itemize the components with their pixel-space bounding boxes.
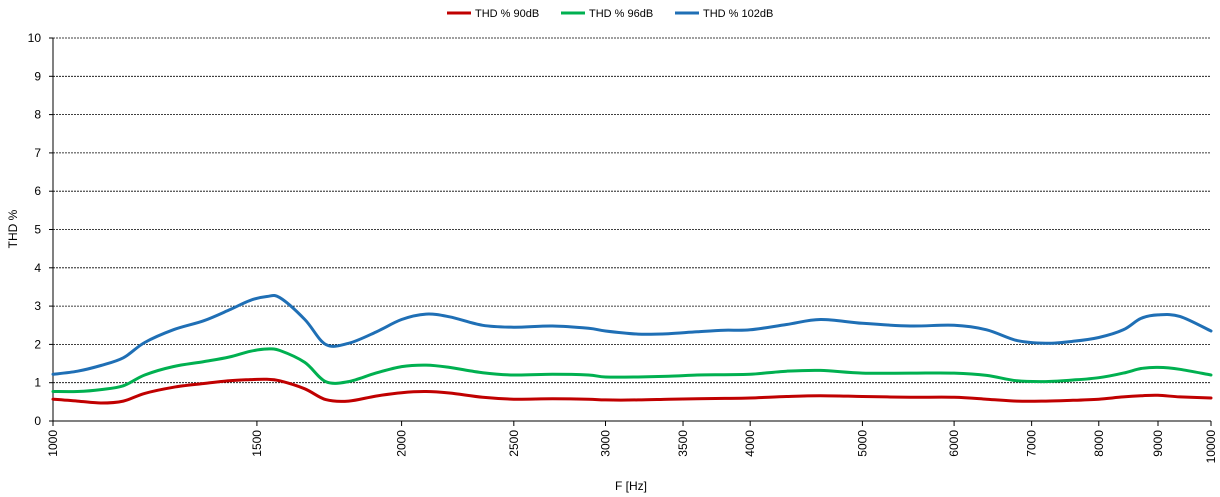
series-lines	[51, 293, 1213, 405]
y-axis-label: THD %	[6, 209, 20, 248]
y-tick-label: 0	[34, 414, 41, 428]
x-tick-label: 2000	[395, 430, 409, 457]
y-tick-label: 6	[34, 184, 41, 198]
x-tick-label: 1500	[250, 430, 264, 457]
x-tick-labels: 1000 1500 2000 2500 3000 3500 4000 5000 6000 7000…	[46, 421, 1218, 463]
x-tick-label: 1000	[46, 430, 60, 457]
x-tick-label: 2500	[507, 430, 521, 457]
series-line-1	[51, 347, 1213, 394]
x-tick-label: 10000	[1204, 430, 1218, 464]
x-tick-label: 4000	[743, 430, 757, 457]
y-tick-label: 8	[34, 108, 41, 122]
series-line-0	[51, 377, 1213, 405]
x-tick-label: 3500	[676, 430, 690, 457]
x-tick-label: 9000	[1151, 430, 1165, 457]
x-tick-label: 6000	[947, 430, 961, 457]
x-axis-label: F [Hz]	[615, 479, 647, 493]
y-tick-label: 2	[34, 337, 41, 351]
y-tick-label: 1	[34, 376, 41, 390]
legend: THD % 90dB THD % 96dB THD % 102dB	[447, 8, 773, 20]
x-tick-label: 5000	[855, 430, 869, 457]
y-tick-label: 10	[28, 31, 42, 45]
legend-label: THD % 96dB	[589, 8, 653, 20]
y-tick-label: 7	[34, 146, 41, 160]
y-tick-labels: 0 1 2 3 4 5 6 7 8 9 10	[28, 31, 53, 428]
y-tick-label: 4	[34, 261, 41, 275]
y-tick-label: 3	[34, 299, 41, 313]
legend-label: THD % 90dB	[475, 8, 539, 20]
gridlines	[53, 37, 1211, 384]
series-line-2	[51, 293, 1213, 376]
x-tick-label: 3000	[599, 430, 613, 457]
x-tick-label: 7000	[1025, 430, 1039, 457]
legend-label: THD % 102dB	[703, 8, 773, 20]
x-tick-label: 8000	[1092, 430, 1106, 457]
y-tick-label: 5	[34, 223, 41, 237]
y-tick-label: 9	[34, 69, 41, 83]
